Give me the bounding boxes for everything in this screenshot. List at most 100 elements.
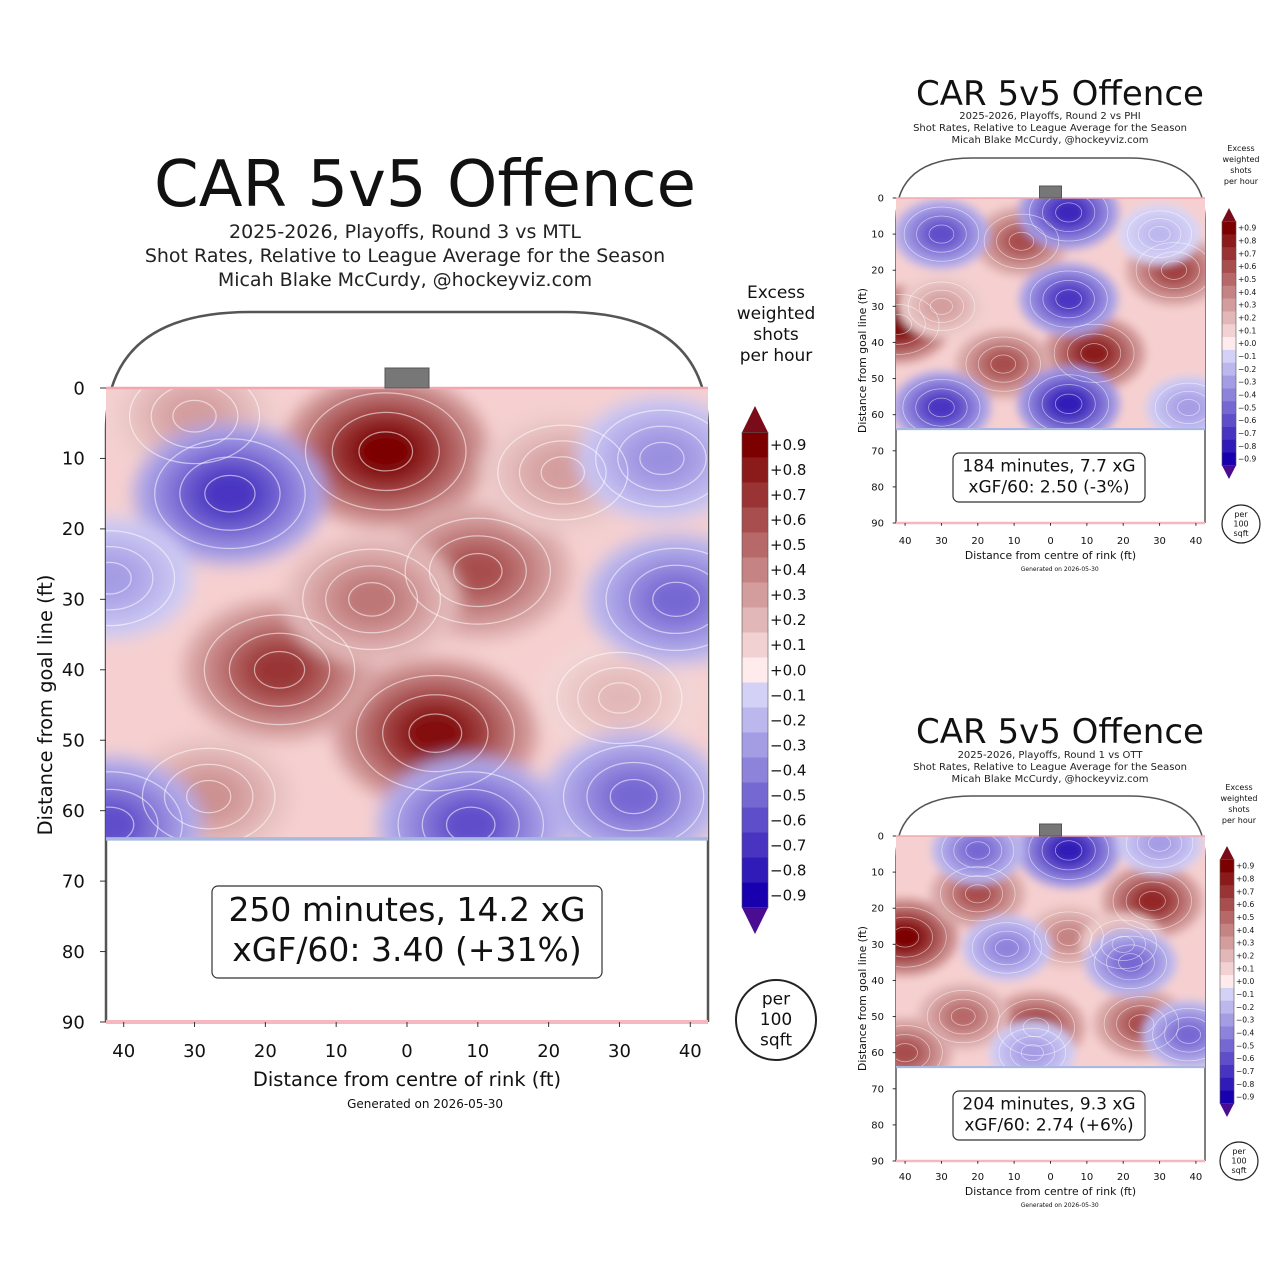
colorbar-segment [1220,910,1234,925]
colorbar-tick-label: +0.5 [770,536,806,554]
contour-line [452,552,503,590]
colorbar-tick-label: −0.3 [1236,1016,1254,1025]
x-tick-label: 10 [1008,536,1021,547]
colorbar-segment [1222,426,1236,441]
contour-line [1176,1025,1202,1044]
rink-boards [895,795,1206,1161]
contour-line [1137,218,1182,251]
colorbar-tick-label: −0.1 [1236,990,1254,999]
contour-line [896,303,926,345]
contour-line [179,456,281,531]
contour-line [1148,251,1200,290]
summary-xgf60: xGF/60: 2.74 (+6%) [964,1116,1133,1136]
generated-date: Generated on 2026-05-30 [347,1097,503,1111]
x-tick-label: 40 [679,1041,702,1062]
colorbar-segment [1220,949,1234,963]
colorbar-segment [742,882,768,909]
x-tick-label: 30 [608,1041,631,1062]
heatmap-blobs [896,198,1205,430]
colorbar-tick-label: +0.4 [770,561,806,579]
contour-line [1042,279,1095,319]
colorbar-segment [1222,452,1236,467]
subtitle-line-description: Shot Rates, Relative to League Average f… [913,762,1187,773]
colorbar-tick-label: −0.5 [1236,1041,1254,1050]
heat-blob [645,576,707,622]
contour-line [253,650,306,689]
colorbar-segment [742,582,768,609]
colorbar-segment [1220,1064,1234,1079]
colorbar-segment [1222,414,1236,428]
colorbar-segment [742,632,768,659]
colorbar-segment [742,807,768,834]
colorbar-segment [1220,1013,1234,1028]
contour-line [1128,1014,1155,1034]
contour-line [421,788,520,839]
colorbar-segment [1222,401,1236,415]
colorbar-tick-label: −0.5 [1238,403,1256,412]
colorbar-tick-label: +0.4 [1236,926,1254,935]
contour-line [1112,872,1192,930]
x-tick-label: 10 [1080,536,1093,547]
colorbar-segment [1220,1000,1234,1015]
y-tick-label: 40 [871,338,884,349]
colorbar-tick-label: −0.2 [1236,1003,1254,1012]
contour-line [172,399,217,433]
contour-line [1177,398,1201,416]
contour-line [302,548,442,651]
contour-line [1103,996,1180,1052]
contour-line [106,788,159,839]
colorbar-bottom-arrow [1220,1103,1234,1117]
colorbar-tick-label: +0.2 [1236,951,1254,960]
legend-title-line: Excess [1225,783,1252,792]
colorbar-tick-label: −0.1 [770,686,806,704]
contour-line [983,213,1060,269]
colorbar-segment [1222,221,1236,235]
colorbar-segment [742,682,768,709]
contour-line [355,674,515,792]
heat-blob [947,1005,979,1029]
contour-line [941,836,1015,878]
contour-line [609,778,658,815]
colorbar-segment [742,432,768,459]
colorbar-segment [1222,349,1236,364]
contour-line [150,388,239,449]
subtitle-line-author: Micah Blake McCurdy, @hockeyviz.com [951,135,1149,146]
colorbar-tick-label: +0.1 [770,636,806,654]
heat-blob [633,437,691,480]
colorbar-segment [1220,936,1234,951]
contour-line [1135,242,1205,299]
contour-line [1020,1044,1044,1062]
rink-boards [895,157,1206,523]
y-tick-label: 80 [62,942,85,963]
heat-blob [603,774,665,819]
colorbar-tick-label: +0.2 [1238,313,1256,322]
contour-line [928,224,955,244]
colorbar-segment [1222,375,1236,390]
contour-line [1161,260,1188,280]
contour-line [106,530,176,627]
summary-minutes-xg: 184 minutes, 7.7 xG [962,457,1135,477]
subtitle-line-author: Micah Blake McCurdy, @hockeyviz.com [217,269,593,291]
colorbar-tick-label: −0.4 [1238,390,1256,399]
unit-label-line: sqft [1233,529,1248,538]
contour-line [639,441,685,476]
contour-line [1080,343,1108,364]
colorbar-tick-label: −0.5 [770,786,806,804]
heat-blob [1174,396,1204,419]
contour-line [926,989,1000,1044]
contour-line [106,806,135,839]
x-tick-label: 0 [401,1041,412,1062]
x-tick-label: 40 [112,1041,135,1062]
x-tick-label: 40 [899,536,912,547]
chart-panel-round3: CAR 5v5 Offence 2025-2026, Playoffs, Rou… [34,148,817,1111]
colorbar-tick-label: +0.7 [1236,887,1254,896]
colorbar-segment [1222,324,1236,338]
x-tick-label: 0 [1047,1172,1053,1183]
y-tick-label: 20 [871,904,884,915]
y-tick-label: 80 [871,482,884,493]
contour-line [141,747,276,839]
contour-line [185,779,232,814]
subtitle-line-description: Shot Rates, Relative to League Average f… [913,123,1187,134]
